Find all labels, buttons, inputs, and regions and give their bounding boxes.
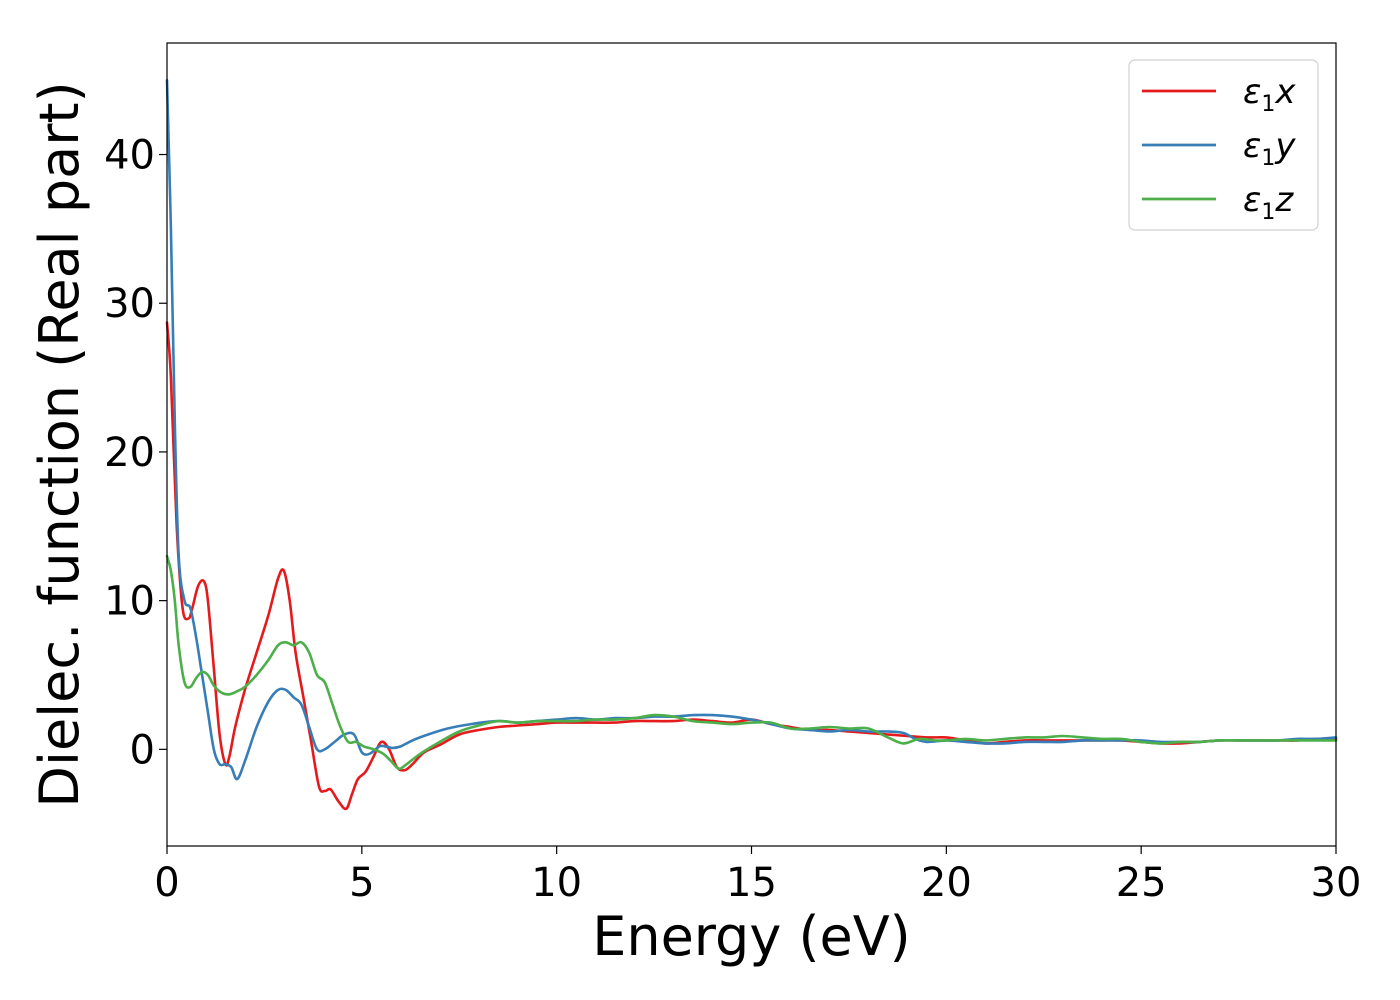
legend-axis: z — [1274, 180, 1294, 220]
legend-symbol: ε — [1243, 72, 1261, 112]
x-tick-label: 15 — [726, 860, 777, 906]
series-layer — [165, 78, 1338, 811]
legend-subscript: 1 — [1261, 200, 1275, 225]
legend-symbol: ε — [1243, 126, 1261, 166]
x-tick-label: 30 — [1311, 860, 1362, 906]
x-tick-label: 5 — [349, 860, 374, 906]
series-line-z — [165, 554, 1338, 771]
y-tick-label: 10 — [104, 579, 155, 625]
legend-axis: y — [1274, 126, 1296, 166]
legend-subscript: 1 — [1261, 146, 1275, 171]
legend-axis: x — [1274, 72, 1296, 112]
legend-label-y: ε1y — [1243, 126, 1296, 171]
legend-label-z: ε1z — [1243, 180, 1294, 225]
x-axis-title: Energy (eV) — [592, 905, 911, 968]
tick-layer: 0 5 10 15 20 25 30 0 10 20 30 40 — [104, 133, 1361, 906]
y-tick-label: 0 — [130, 727, 155, 773]
legend-box — [1128, 59, 1319, 231]
legend-subscript: 1 — [1261, 92, 1275, 117]
x-tick-label: 25 — [1116, 860, 1167, 906]
x-tick-label: 20 — [921, 860, 972, 906]
y-tick-label: 30 — [104, 281, 155, 327]
legend-label-x: ε1x — [1243, 72, 1296, 117]
y-axis-title: Dielec. function (Real part) — [28, 81, 91, 807]
x-tick-label: 10 — [531, 860, 582, 906]
y-tick-label: 40 — [104, 133, 155, 179]
series-line-x — [165, 321, 1338, 811]
y-tick-label: 20 — [104, 430, 155, 476]
legend-symbol: ε — [1243, 180, 1261, 220]
x-tick-label: 0 — [154, 860, 179, 906]
